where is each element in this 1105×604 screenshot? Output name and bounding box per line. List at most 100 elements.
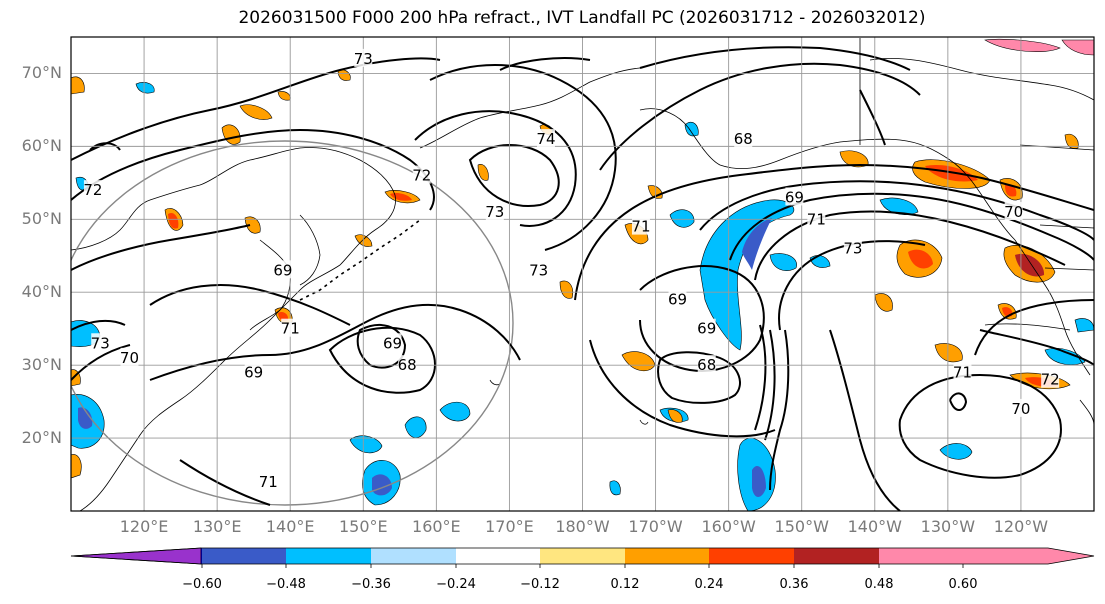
contour-label-bg <box>273 260 292 279</box>
lat-tick-label: 50°N <box>21 209 62 229</box>
dashed-contour <box>299 219 421 301</box>
contour-labels: 7273747273737169716968697073696968686971… <box>83 48 1060 491</box>
map-plot: 7273747273737169716968697073696968686971… <box>70 36 1095 512</box>
colorbar-tick-label: −0.36 <box>351 577 391 592</box>
colorbar-tick-label: 0.36 <box>779 577 809 592</box>
contour-label-bg <box>412 165 431 184</box>
contour-label-bg <box>120 347 139 366</box>
contour-label: 73 <box>354 50 373 68</box>
lon-tick-label: 160°E <box>412 517 461 536</box>
contour-label: 69 <box>244 363 263 381</box>
lon-tick-label: 180°W <box>555 517 610 536</box>
contour-label: 71 <box>631 218 650 236</box>
lat-tick-label: 30°N <box>21 355 62 375</box>
contour-label: 69 <box>383 334 402 352</box>
colorbar-segment <box>625 548 709 564</box>
contour-label-bg <box>1041 369 1060 388</box>
lat-tick-label: 20°N <box>21 428 62 448</box>
lon-tick-label: 140°E <box>265 517 315 536</box>
colorbar-tick-label: 0.60 <box>948 577 978 592</box>
range-circle <box>71 140 514 506</box>
chart-title: 2026031500 F000 200 hPa refract., IVT La… <box>238 8 926 28</box>
lat-tick-label: 60°N <box>21 136 62 156</box>
gridlines <box>71 37 1094 511</box>
colorbar-tick-label: −0.12 <box>520 577 560 592</box>
contour-label-bg <box>1004 202 1023 221</box>
contour-label-bg <box>83 180 102 199</box>
contour-label: 69 <box>785 188 804 206</box>
colorbar-segment <box>1048 548 1094 564</box>
contour-label: 68 <box>734 130 753 148</box>
contour-label-bg <box>1011 398 1030 417</box>
contour-label: 69 <box>697 320 716 338</box>
contour-label-bg <box>259 471 278 490</box>
contour-label-bg <box>281 318 300 337</box>
colorbar-segment <box>709 548 794 564</box>
colorbar-segment <box>202 548 286 564</box>
colorbar-segment <box>286 548 371 564</box>
contour-label-bg <box>734 129 753 148</box>
lon-tick-label: 170°E <box>485 517 534 536</box>
contour-label-bg <box>807 209 826 228</box>
lon-tick-label: 130°E <box>192 517 242 536</box>
contour-label-bg <box>697 318 716 337</box>
colorbar-segment <box>456 548 540 564</box>
colorbar-segment <box>371 548 456 564</box>
coastlines <box>71 38 1094 511</box>
lon-tick-label: 160°W <box>701 517 756 536</box>
contour-label: 73 <box>91 334 110 352</box>
lon-tick-label: 150°W <box>774 517 829 536</box>
lat-tick-label: 40°N <box>21 282 62 302</box>
contour-label: 72 <box>412 167 431 185</box>
colorbar-segment <box>963 548 1048 564</box>
lon-tick-label: 130°W <box>920 517 976 536</box>
contour-label-bg <box>354 48 373 67</box>
contour-label-bg <box>668 289 687 308</box>
contour-label: 71 <box>807 210 826 228</box>
contour-label: 71 <box>953 363 972 381</box>
contour-label-bg <box>244 362 263 381</box>
contour-label: 70 <box>120 349 139 367</box>
colorbar-tick-label: −0.60 <box>182 577 222 592</box>
contour-label: 70 <box>1004 203 1023 221</box>
contour-label-bg <box>383 333 402 352</box>
colorbar-segment <box>879 548 963 564</box>
contour-label-bg <box>843 238 862 257</box>
contour-label-bg <box>398 355 417 374</box>
colorbar-tick-label: −0.24 <box>436 577 476 592</box>
map-frame <box>70 36 1095 512</box>
colorbar-tick-label: 0.48 <box>864 577 894 592</box>
contour-label: 70 <box>1011 400 1030 418</box>
contour-label: 71 <box>259 473 278 491</box>
contour-label-bg <box>91 333 110 352</box>
lon-tick-label: 170°W <box>628 517 683 536</box>
contour-label-bg <box>953 362 972 381</box>
lon-tick-label: 150°E <box>338 517 388 536</box>
contour-label: 71 <box>281 320 300 338</box>
colorbar-outline <box>70 547 1095 565</box>
colorbar-tick-label: 0.12 <box>610 577 640 592</box>
colorbar-segment <box>201 548 202 564</box>
contour-label: 72 <box>83 181 102 199</box>
lon-tick-label: 140°W <box>847 517 902 536</box>
contour-label: 73 <box>843 239 862 257</box>
contour-label-bg <box>785 187 804 206</box>
contour-label-bg <box>529 260 548 279</box>
colorbar-segment <box>794 548 879 564</box>
contour-label: 73 <box>529 261 548 279</box>
contour-label: 69 <box>668 291 687 309</box>
contour-label-bg <box>697 355 716 374</box>
colorbar-segment <box>70 547 202 565</box>
contour-label: 74 <box>536 130 555 148</box>
colorbar-tick-label: 0.24 <box>694 577 724 592</box>
colorbar-tick-label: −0.48 <box>266 577 306 592</box>
colorbar-segment <box>540 548 625 564</box>
colorbar <box>70 547 1095 568</box>
contour-label-bg <box>631 216 650 235</box>
contour-label: 68 <box>697 356 716 374</box>
contour-label-bg <box>485 202 504 221</box>
contour-label-bg <box>536 129 555 148</box>
contour-label: 73 <box>485 203 504 221</box>
contour-label: 68 <box>398 356 417 374</box>
refractivity-contours <box>71 46 1094 511</box>
